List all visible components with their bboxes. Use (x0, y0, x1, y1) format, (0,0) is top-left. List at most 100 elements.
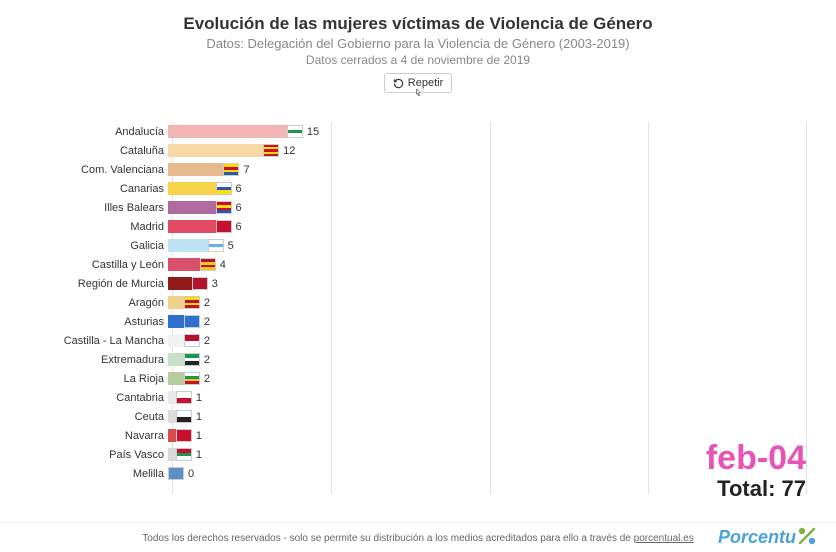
region-label: Cataluña (40, 145, 168, 157)
region-label: Navarra (40, 430, 168, 442)
flag-icon (200, 258, 216, 271)
bar-value: 2 (204, 312, 210, 331)
bar-cell: 2 (168, 350, 806, 369)
region-label: Región de Murcia (40, 278, 168, 290)
bar (168, 201, 216, 214)
table-row: País Vasco1 (40, 445, 806, 464)
repeat-button-label: Repetir (408, 77, 443, 89)
bar-value: 2 (204, 293, 210, 312)
bar-cell: 5 (168, 236, 806, 255)
region-label: Extremadura (40, 354, 168, 366)
bar-cell: 6 (168, 217, 806, 236)
bar-chart: Andalucía15Cataluña12Com. Valenciana7Can… (40, 122, 806, 494)
bar (168, 125, 287, 138)
region-label: Illes Balears (40, 202, 168, 214)
table-row: Canarias 6 (40, 179, 806, 198)
flag-icon (287, 125, 303, 138)
repeat-button[interactable]: Repetir (384, 73, 452, 93)
table-row: Navarra 1 (40, 426, 806, 445)
bar-value: 6 (236, 179, 242, 198)
bar (168, 258, 200, 271)
region-label: Madrid (40, 221, 168, 233)
bar (168, 277, 192, 290)
bar-cell: 6 (168, 198, 806, 217)
footer-link[interactable]: porcentual.es (634, 533, 694, 544)
bar (168, 448, 176, 461)
bar (168, 410, 176, 423)
table-row: Madrid 6 (40, 217, 806, 236)
bar-value: 4 (220, 255, 226, 274)
flag-icon (223, 163, 239, 176)
table-row: Aragón 2 (40, 293, 806, 312)
table-row: Asturias2 (40, 312, 806, 331)
region-label: Galicia (40, 240, 168, 252)
region-label: Aragón (40, 297, 168, 309)
table-row: Castilla - La Mancha2 (40, 331, 806, 350)
bar (168, 391, 176, 404)
bar-cell: 12 (168, 141, 806, 160)
table-row: Cataluña 12 (40, 141, 806, 160)
table-row: Illes Balears 6 (40, 198, 806, 217)
flag-icon (192, 277, 208, 290)
table-row: Galicia 5 (40, 236, 806, 255)
bar (168, 372, 184, 385)
flag-icon (216, 220, 232, 233)
bar-value: 6 (236, 198, 242, 217)
bar-cell: 1 (168, 388, 806, 407)
flag-icon (184, 372, 200, 385)
bar-value: 12 (283, 141, 295, 160)
region-label: Castilla y León (40, 259, 168, 271)
flag-icon (176, 391, 192, 404)
bar (168, 144, 263, 157)
bar-value: 6 (236, 217, 242, 236)
flag-icon (263, 144, 279, 157)
bar (168, 220, 216, 233)
bar-value: 7 (243, 160, 249, 179)
current-date-label: feb-04 (706, 439, 806, 478)
flag-icon (208, 239, 224, 252)
bar-cell: 4 (168, 255, 806, 274)
bar-value: 5 (228, 236, 234, 255)
bar (168, 296, 184, 309)
flag-icon (184, 296, 200, 309)
cursor-icon (413, 88, 424, 102)
bar-value: 1 (196, 445, 202, 464)
bar (168, 163, 223, 176)
flag-icon (216, 201, 232, 214)
bar-cell: 7 (168, 160, 806, 179)
bar-value: 1 (196, 388, 202, 407)
flag-icon (176, 429, 192, 442)
bar-cell: 1 (168, 407, 806, 426)
flag-icon (176, 448, 192, 461)
footer: Todos los derechos reservados - solo se … (0, 522, 836, 544)
bar-value: 2 (204, 369, 210, 388)
flag-icon (216, 182, 232, 195)
bar-cell: 2 (168, 293, 806, 312)
total-label: Total: 77 (717, 476, 806, 502)
table-row: Castilla y León 4 (40, 255, 806, 274)
bar-value: 15 (307, 122, 319, 141)
footer-text: Todos los derechos reservados - solo se … (142, 533, 693, 544)
flag-icon (184, 353, 200, 366)
region-label: Canarias (40, 183, 168, 195)
bar-cell: 2 (168, 369, 806, 388)
bar (168, 182, 216, 195)
bar-value: 1 (196, 426, 202, 445)
chart-rows: Andalucía15Cataluña12Com. Valenciana7Can… (40, 122, 806, 494)
bar (168, 239, 208, 252)
region-label: Ceuta (40, 411, 168, 423)
replay-icon (393, 78, 404, 89)
bar-cell: 2 (168, 312, 806, 331)
bar-value: 1 (196, 407, 202, 426)
bar-value: 3 (212, 274, 218, 293)
bar-cell: 6 (168, 179, 806, 198)
logo: Porcentu (718, 525, 818, 548)
bar (168, 334, 184, 347)
region-label: Castilla - La Mancha (40, 335, 168, 347)
table-row: La Rioja2 (40, 369, 806, 388)
table-row: Región de Murcia 3 (40, 274, 806, 293)
bar (168, 353, 184, 366)
table-row: Andalucía15 (40, 122, 806, 141)
flag-icon (176, 410, 192, 423)
table-row: Extremadura2 (40, 350, 806, 369)
